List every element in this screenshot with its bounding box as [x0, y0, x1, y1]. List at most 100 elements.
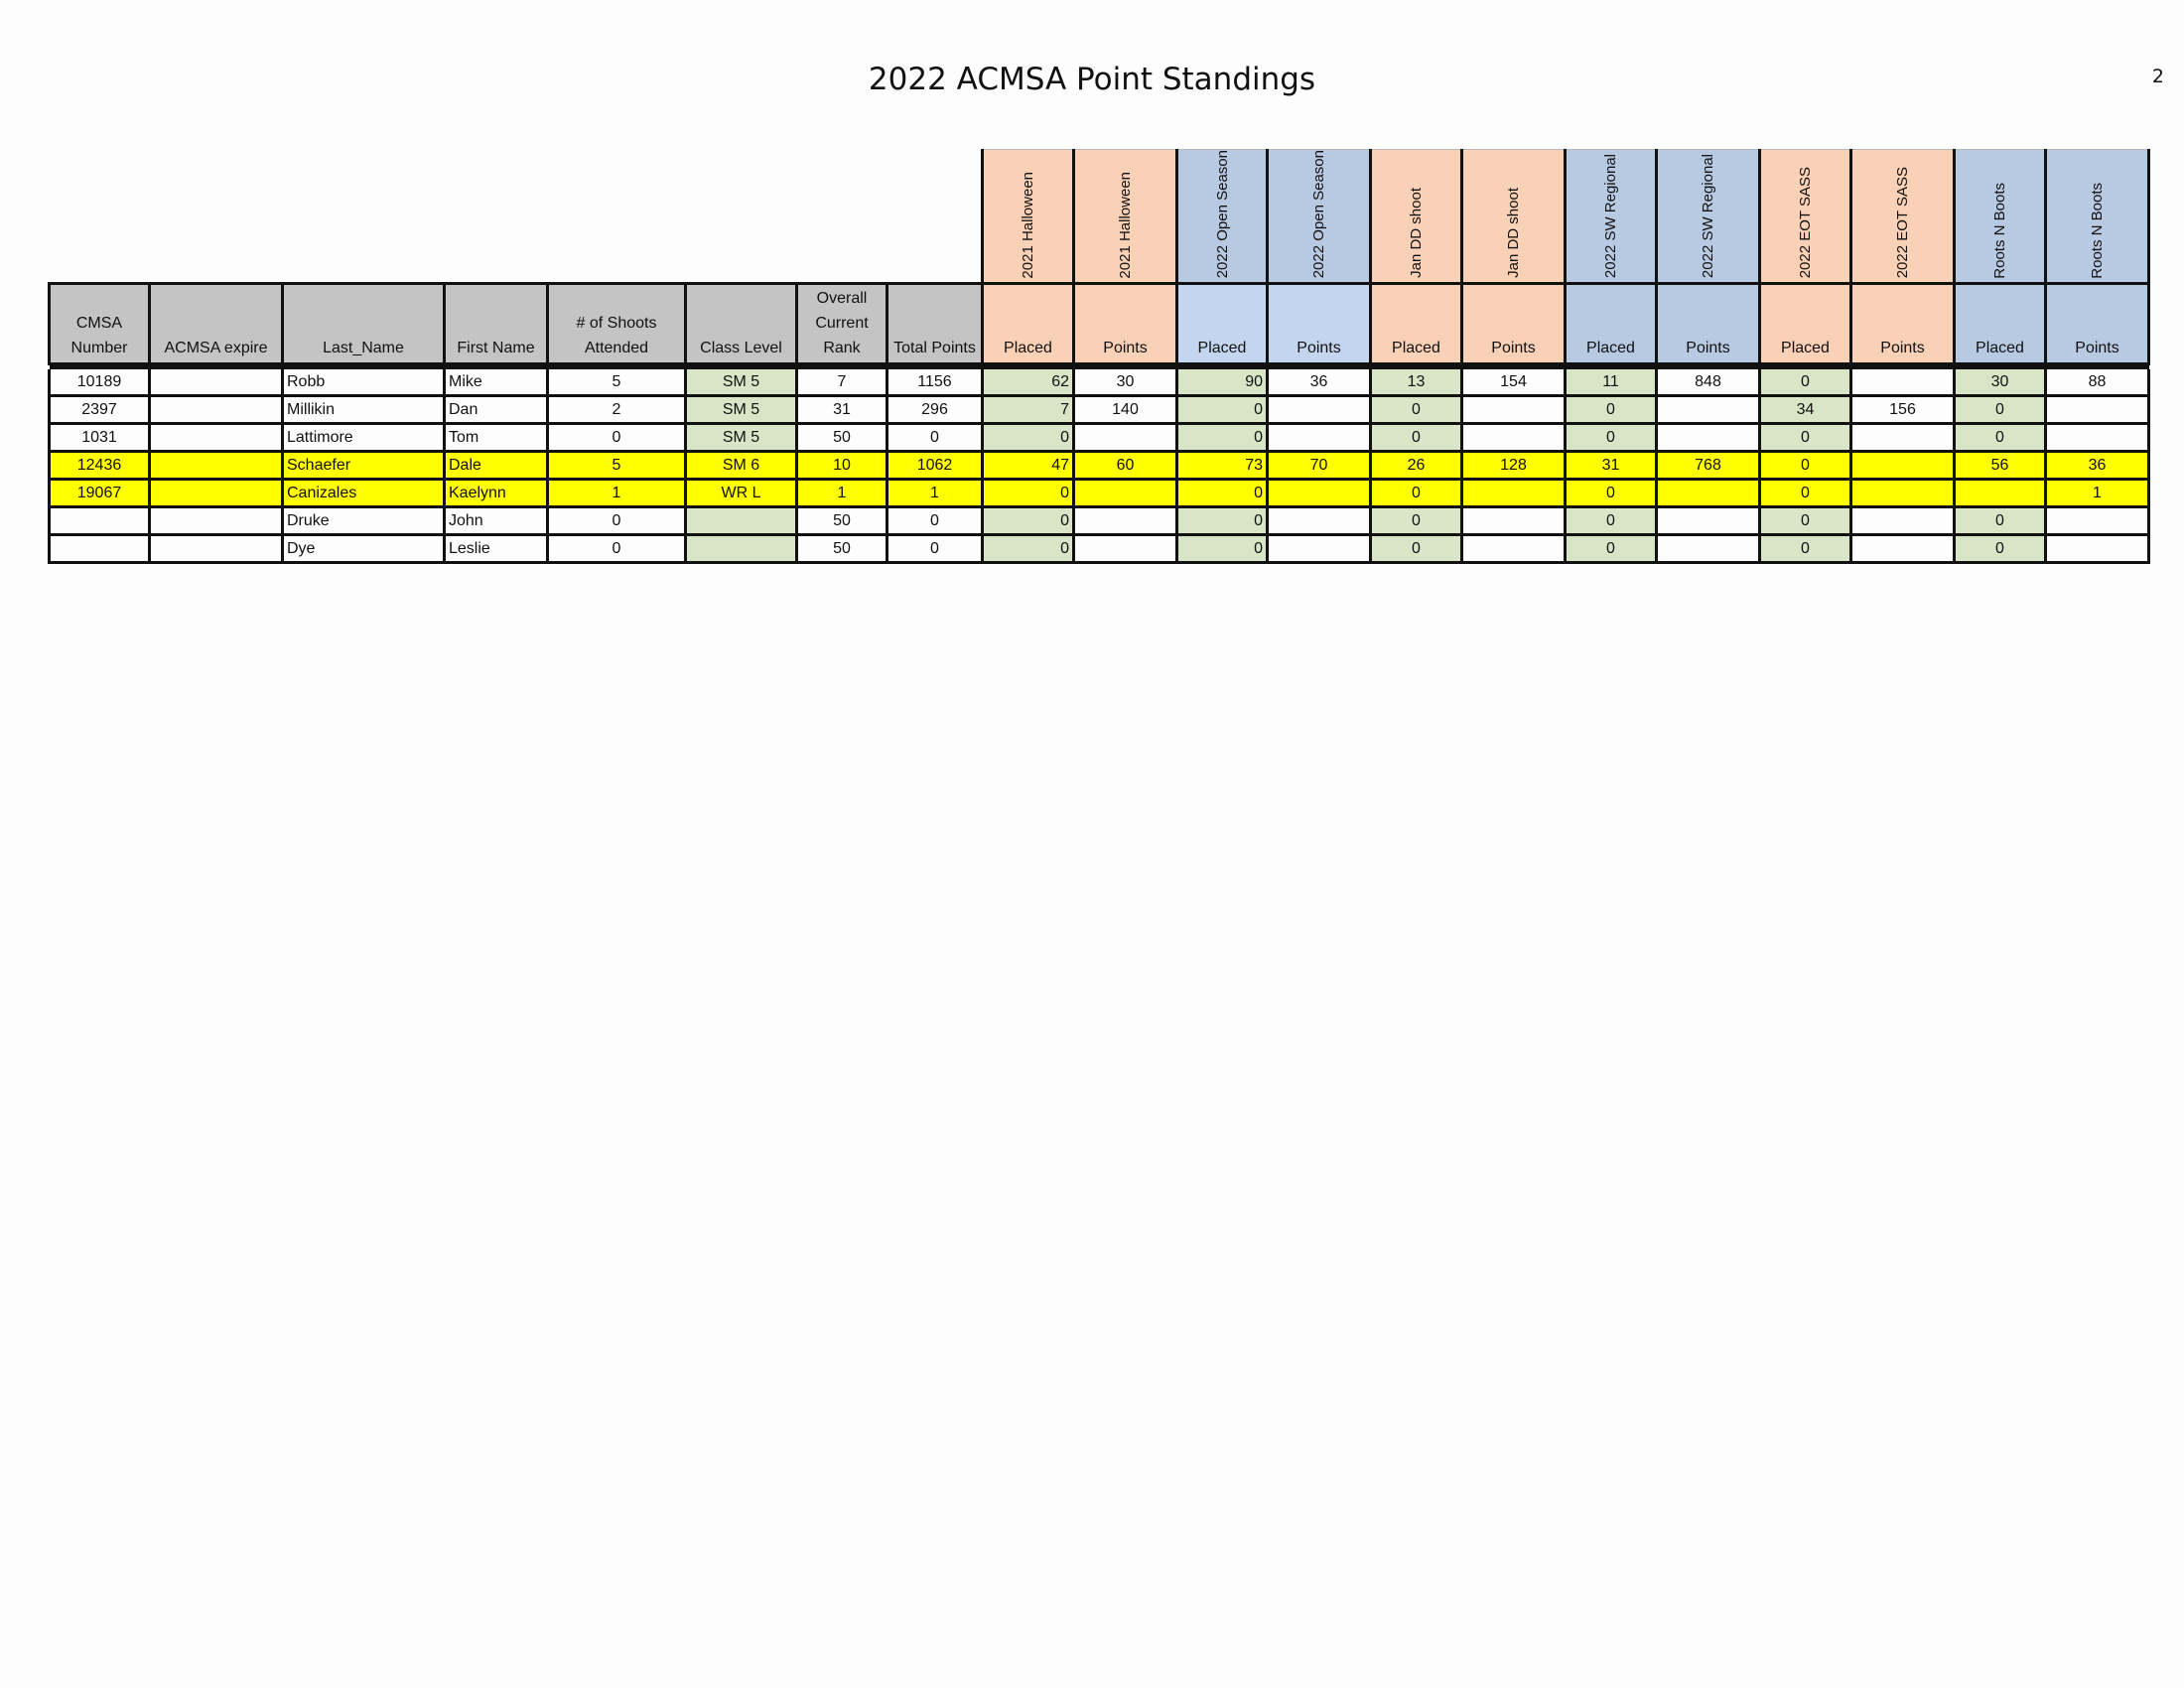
cell-last-name: Dye	[281, 534, 446, 565]
cell-points: 848	[1655, 369, 1761, 398]
cell-shoots-attended: 5	[546, 369, 687, 398]
cell-points: 154	[1460, 369, 1567, 398]
cell-placed: 0	[981, 534, 1075, 565]
cell-placed: 0	[1369, 395, 1463, 426]
event-label: 2022 Open Season	[1175, 148, 1269, 284]
header-placed: Placed	[1175, 282, 1269, 366]
cell-points: 36	[2044, 451, 2150, 482]
cell-points: 30	[1072, 369, 1178, 398]
cell-points	[2044, 395, 2150, 426]
cell-placed: 62	[981, 369, 1075, 398]
cell-last-name: Canizales	[281, 479, 446, 509]
cell-shoots-attended: 5	[546, 451, 687, 482]
cell-placed: 73	[1175, 451, 1269, 482]
cell-placed: 13	[1369, 369, 1463, 398]
cell-points	[1460, 395, 1567, 426]
cell-points	[1655, 534, 1761, 565]
event-label: Jan DD shoot	[1369, 148, 1463, 284]
cell-placed: 0	[1953, 534, 2047, 565]
cell-cmsa-number: 1031	[48, 423, 151, 454]
cell-placed: 0	[981, 506, 1075, 537]
cell-points	[1849, 451, 1956, 482]
cell-points	[1266, 395, 1372, 426]
cell-class-level: SM 6	[684, 451, 798, 482]
cell-last-name: Druke	[281, 506, 446, 537]
cell-placed: 0	[1369, 534, 1463, 565]
cell-placed: 0	[1175, 534, 1269, 565]
cell-points	[1655, 395, 1761, 426]
cell-placed: 0	[981, 423, 1075, 454]
cell-points	[1072, 479, 1178, 509]
cell-total-points: 1062	[886, 451, 984, 482]
event-label: 2021 Halloween	[1072, 148, 1178, 284]
table-row: 10189 Robb Mike 5 SM 5 7 1156 62 30 90 36 13 154 11 84…	[48, 369, 2150, 398]
cell-placed: 47	[981, 451, 1075, 482]
cell-total-points: 0	[886, 506, 984, 537]
cell-placed: 30	[1953, 369, 2047, 398]
event-label: 2022 SW Regional	[1655, 148, 1761, 284]
cell-first-name: Kaelynn	[443, 479, 549, 509]
cell-points: 36	[1266, 369, 1372, 398]
cell-placed: 0	[1369, 506, 1463, 537]
header-placed: Placed	[1564, 282, 1658, 366]
cell-points	[1655, 479, 1761, 509]
cell-shoots-attended: 0	[546, 506, 687, 537]
header-points: Points	[1655, 282, 1761, 366]
cell-placed: 0	[1564, 423, 1658, 454]
cell-placed	[1953, 479, 2047, 509]
cell-last-name: Schaefer	[281, 451, 446, 482]
cell-points: 60	[1072, 451, 1178, 482]
cell-shoots-attended: 2	[546, 395, 687, 426]
cell-points	[1849, 534, 1956, 565]
cell-placed: 0	[1758, 369, 1852, 398]
header-acmsa-expire: ACMSA expire	[148, 282, 284, 366]
cell-placed: 0	[1564, 506, 1658, 537]
cell-cmsa-number: 2397	[48, 395, 151, 426]
cell-placed: 0	[1175, 423, 1269, 454]
cell-placed: 0	[1564, 479, 1658, 509]
event-label: Jan DD shoot	[1460, 148, 1567, 284]
cell-points: 88	[2044, 369, 2150, 398]
cell-points	[1849, 479, 1956, 509]
standings-table: 2021 Halloween 2021 Halloween 2022 Open …	[48, 148, 2150, 565]
header-points: Points	[1072, 282, 1178, 366]
header-points: Points	[1460, 282, 1567, 366]
header-last-name: Last_Name	[281, 282, 446, 366]
cell-shoots-attended: 0	[546, 534, 687, 565]
cell-cmsa-number	[48, 534, 151, 565]
cell-acmsa-expire	[148, 369, 284, 398]
cell-placed: 0	[1953, 506, 2047, 537]
cell-placed: 0	[1175, 479, 1269, 509]
cell-cmsa-number: 19067	[48, 479, 151, 509]
cell-placed: 56	[1953, 451, 2047, 482]
cell-acmsa-expire	[148, 479, 284, 509]
cell-overall-rank: 50	[795, 506, 888, 537]
header-class-level: Class Level	[684, 282, 798, 366]
cell-points: 70	[1266, 451, 1372, 482]
cell-first-name: John	[443, 506, 549, 537]
cell-points	[2044, 423, 2150, 454]
table-row: Dye Leslie 0 50 0 0 0 0 0 0 0	[48, 534, 2150, 565]
header-placed: Placed	[1369, 282, 1463, 366]
cell-first-name: Dan	[443, 395, 549, 426]
cell-last-name: Millikin	[281, 395, 446, 426]
cell-overall-rank: 7	[795, 369, 888, 398]
event-label: Roots N Boots	[2044, 148, 2150, 284]
event-label: 2022 Open Season	[1266, 148, 1372, 284]
cell-placed: 31	[1564, 451, 1658, 482]
table-row: Druke John 0 50 0 0 0 0 0 0 0	[48, 506, 2150, 537]
cell-points	[2044, 506, 2150, 537]
cell-total-points: 296	[886, 395, 984, 426]
cell-points	[1072, 506, 1178, 537]
cell-first-name: Mike	[443, 369, 549, 398]
table-row: 1031 Lattimore Tom 0 SM 5 50 0 0 0 0 0 0 0	[48, 423, 2150, 454]
cell-points	[2044, 534, 2150, 565]
cell-placed: 0	[1758, 423, 1852, 454]
event-header-row: 2021 Halloween 2021 Halloween 2022 Open …	[50, 148, 2150, 284]
cell-class-level	[684, 534, 798, 565]
event-label: 2022 EOT SASS	[1849, 148, 1956, 284]
cell-class-level: SM 5	[684, 423, 798, 454]
cell-points	[1460, 506, 1567, 537]
cell-placed: 0	[1175, 395, 1269, 426]
event-label: 2022 EOT SASS	[1758, 148, 1852, 284]
